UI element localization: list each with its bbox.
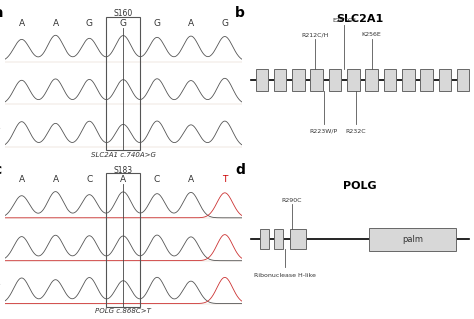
Bar: [274, 229, 283, 249]
Text: G: G: [221, 19, 228, 28]
Text: E247G*: E247G*: [332, 18, 356, 23]
Text: A: A: [53, 175, 59, 184]
Text: a: a: [0, 6, 2, 20]
Bar: [402, 69, 415, 91]
Text: S183: S183: [114, 166, 133, 175]
Bar: [290, 229, 306, 249]
Text: R223W/P: R223W/P: [310, 129, 338, 134]
Text: A: A: [18, 19, 25, 28]
Text: G: G: [120, 19, 127, 28]
Text: c: c: [0, 163, 1, 177]
Bar: [329, 69, 341, 91]
Text: T: T: [222, 175, 228, 184]
Text: R212C/H: R212C/H: [301, 32, 328, 37]
Text: C: C: [86, 175, 92, 184]
Text: A: A: [188, 175, 194, 184]
Text: d: d: [235, 163, 245, 177]
Text: Ribonuclease H-like: Ribonuclease H-like: [254, 273, 316, 278]
Text: A: A: [188, 19, 194, 28]
Bar: [106, 17, 140, 150]
Text: A: A: [18, 175, 25, 184]
Text: G: G: [154, 19, 161, 28]
Bar: [255, 69, 268, 91]
Bar: [106, 174, 140, 307]
Text: A: A: [120, 175, 126, 184]
Bar: [292, 69, 305, 91]
Bar: [310, 69, 323, 91]
Text: C: C: [154, 175, 160, 184]
Bar: [274, 69, 286, 91]
Bar: [369, 228, 456, 251]
Text: POLG c.868C>T: POLG c.868C>T: [95, 308, 151, 314]
Bar: [347, 69, 360, 91]
Text: POLG: POLG: [344, 181, 377, 191]
Text: palm: palm: [402, 235, 423, 244]
Bar: [384, 69, 396, 91]
Text: G: G: [86, 19, 93, 28]
Bar: [438, 69, 451, 91]
Text: b: b: [235, 6, 245, 20]
Text: R290C: R290C: [282, 197, 302, 203]
Bar: [365, 69, 378, 91]
Bar: [457, 69, 469, 91]
Bar: [420, 69, 433, 91]
Text: SLC2A1: SLC2A1: [337, 14, 384, 24]
Bar: [260, 229, 269, 249]
Text: R232C: R232C: [346, 129, 366, 134]
Text: A: A: [53, 19, 59, 28]
Text: SLC2A1 c.740A>G: SLC2A1 c.740A>G: [91, 152, 155, 158]
Text: S160: S160: [114, 10, 133, 19]
Text: K256E: K256E: [362, 32, 382, 37]
